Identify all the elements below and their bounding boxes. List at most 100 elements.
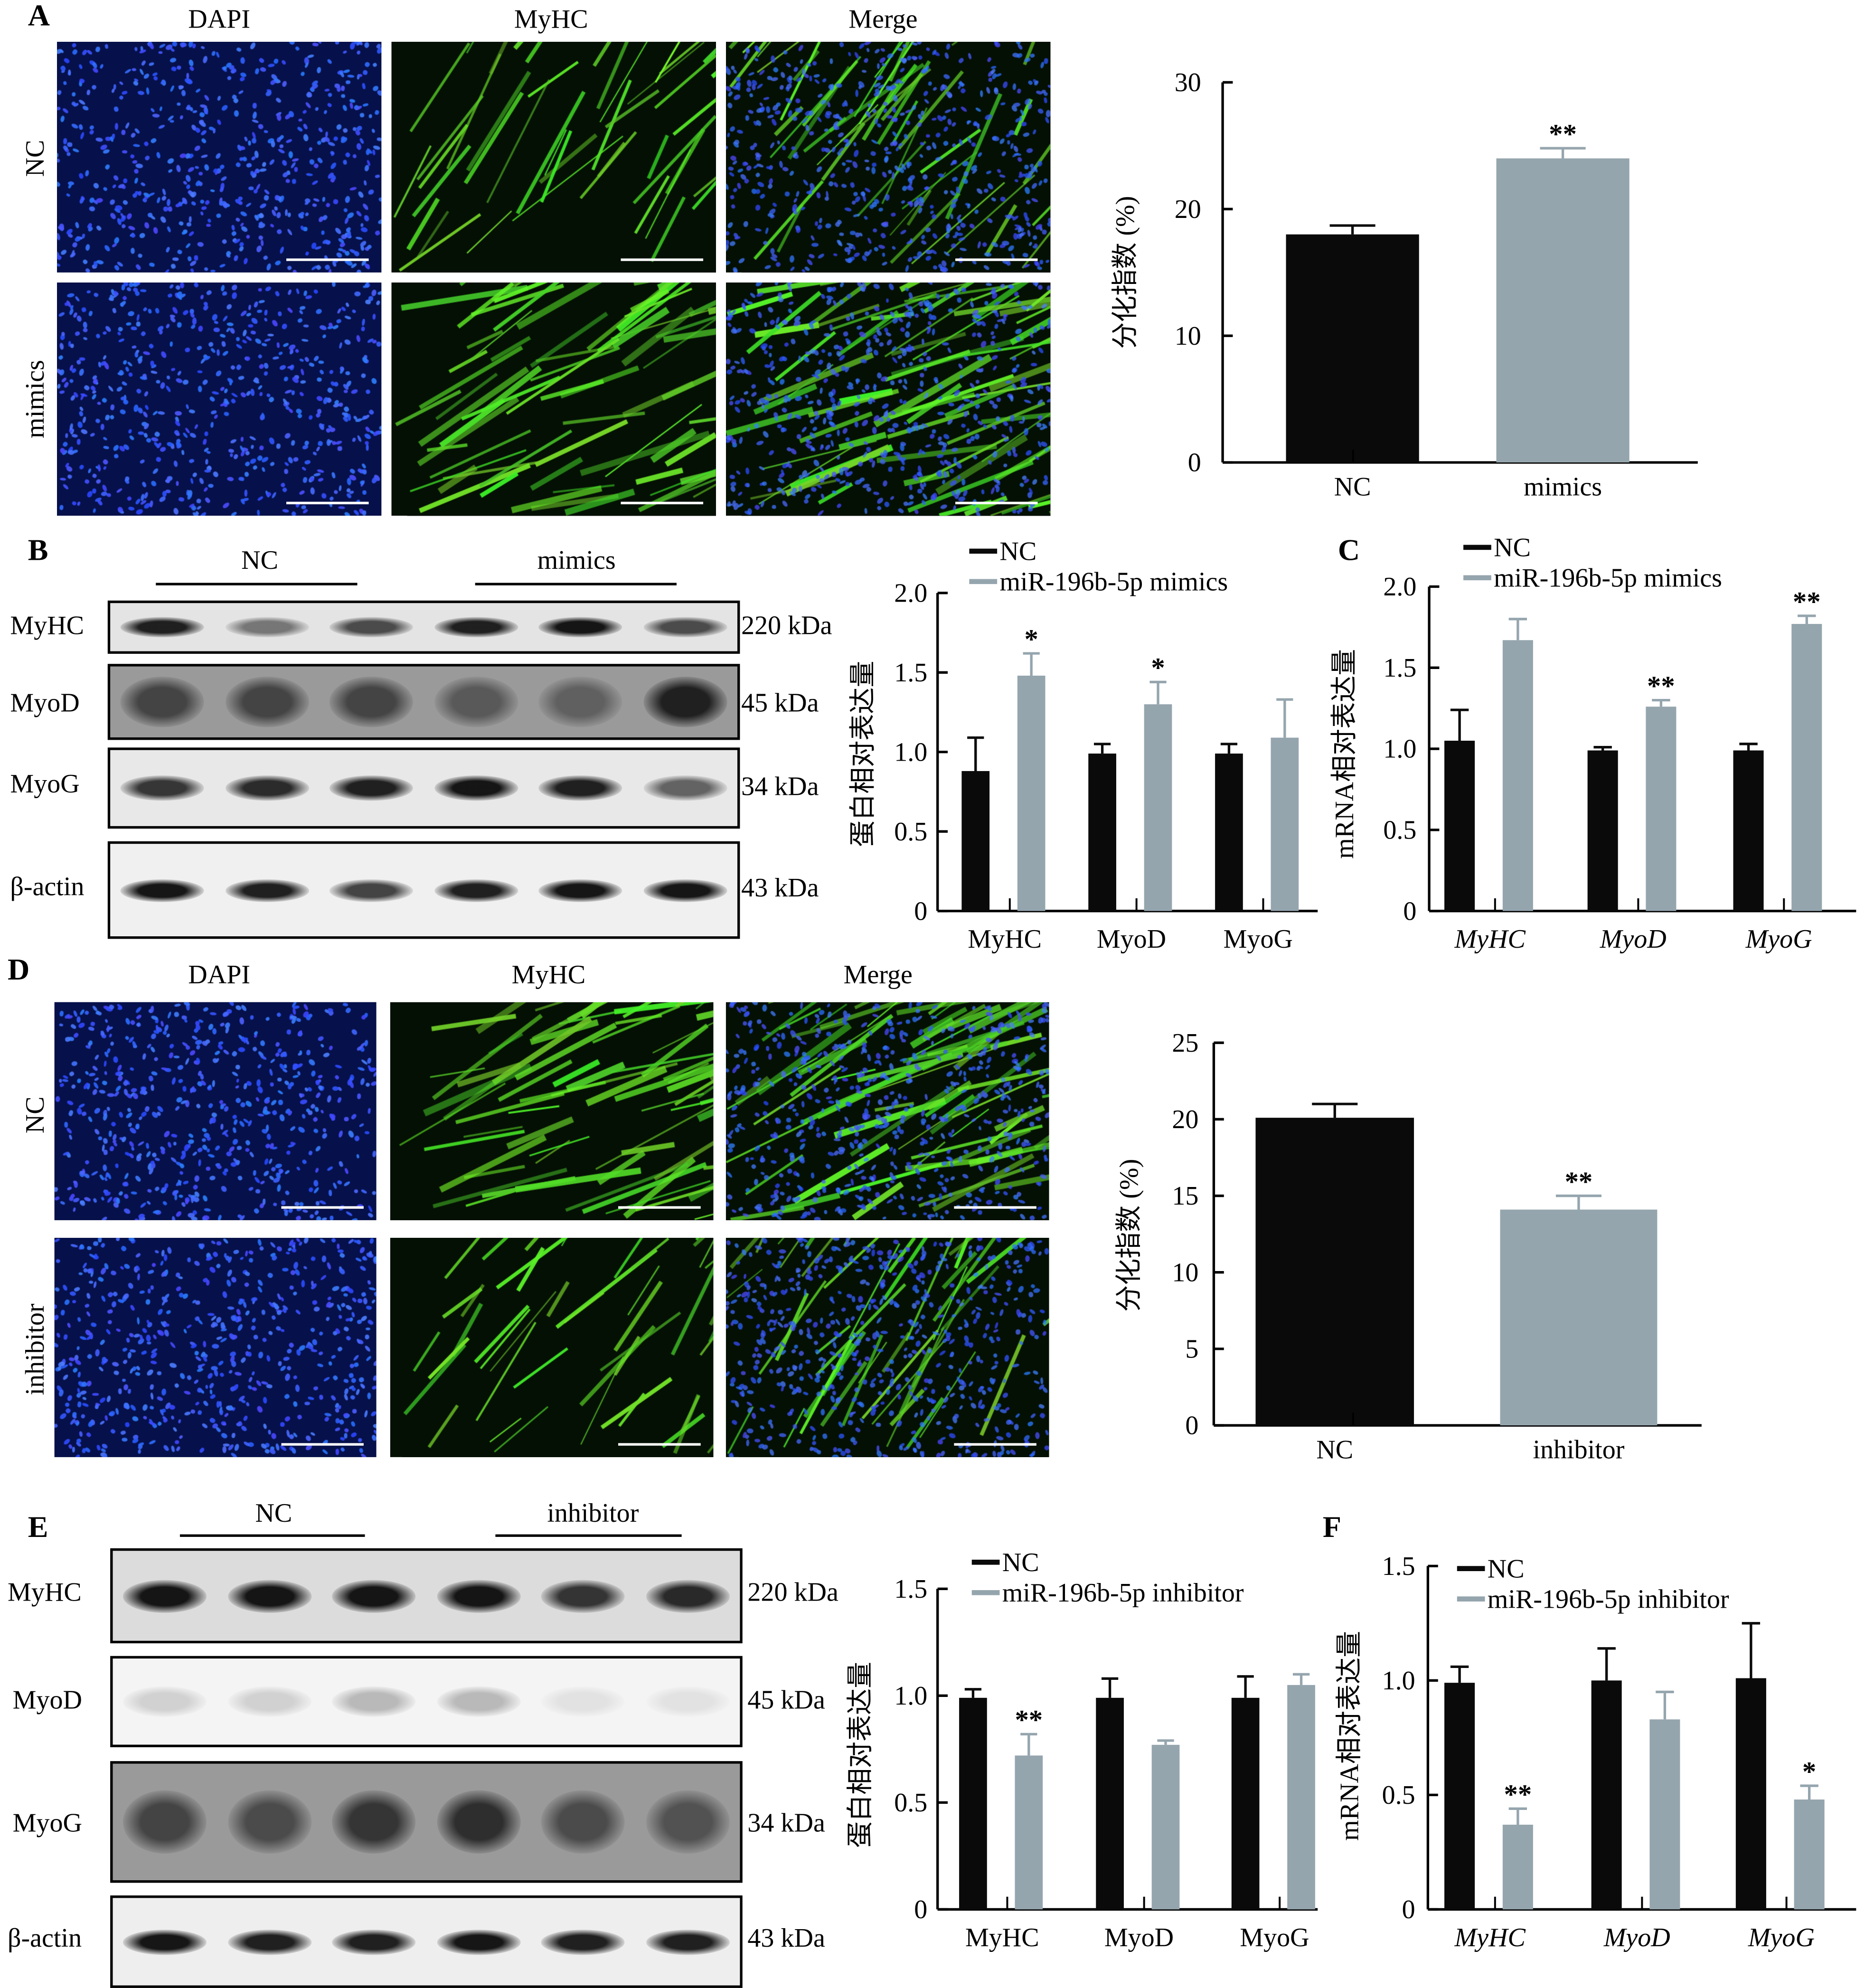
y-tick-label-f: 1.5 [1382,1552,1415,1581]
significance-e: ** [1015,1705,1043,1735]
blot-label-actin: β-actin [10,871,85,902]
y-axis-title-b: 蛋白相对表达量 [848,661,878,847]
group-line-nc [156,583,358,585]
panel-label-b: B [28,535,48,568]
blot-band [121,775,205,801]
column-header-merge: Merge [848,4,918,35]
scale-bar [955,258,1038,261]
blot-label-myhc-e: MyHC [8,1576,82,1607]
blot-band [121,878,205,902]
x-tick-label-b: MyoG [1224,924,1293,954]
panel-label-c: C [1338,535,1360,568]
bar-a-nc [1286,234,1419,463]
bar-f-myhc-treatment [1502,1825,1533,1910]
significance-f: ** [1504,1779,1532,1810]
bar-e-myhc-treatment [1015,1755,1043,1910]
column-header-dapi-d: DAPI [188,959,251,990]
bar-b-myod-treatment [1144,704,1172,911]
panel-label-d: D [8,954,30,987]
blot-size-myog: 34 kDa [741,771,819,801]
y-axis-title-c: mRNA相对表达量 [1330,649,1359,859]
blot-band [225,775,309,801]
bar-f-myhc-nc [1444,1683,1475,1910]
blot-label-myhc: MyHC [10,610,85,641]
y-tick-label-d: 10 [1172,1258,1198,1287]
blot-label-actin-e: β-actin [8,1922,82,1953]
y-tick-label-e: 1.5 [894,1574,927,1604]
bar-e-myod-nc [1096,1697,1124,1910]
x-tick-label-c: MyHC [1454,924,1526,954]
y-axis-title-f: mRNA相对表达量 [1335,1631,1365,1841]
y-tick-label-b: 0 [914,896,927,926]
scale-bar [286,501,369,505]
blot-band [225,617,309,638]
significance-b: * [1151,652,1165,683]
legend-label-b: NC [999,537,1036,566]
blot-band [646,1929,730,1955]
blot-band [646,1579,730,1612]
group-line-nc-e [179,1534,365,1537]
blot-band [541,1686,625,1717]
group-line-mimics [475,583,677,585]
bar-b-myog-treatment [1271,737,1299,911]
y-tick-label-f: 0.5 [1382,1781,1415,1810]
blot-band [434,617,518,638]
blot-band [227,1579,311,1612]
blot-e-myhc [110,1548,743,1644]
legend-label-e: miR-196b-5p inhibitor [1002,1578,1244,1608]
x-tick-label-d: inhibitor [1533,1435,1624,1464]
blot-band [538,676,622,727]
blot-band [330,878,414,902]
y-tick-label-a: 30 [1175,68,1201,97]
x-tick-label-e: MyHC [965,1923,1039,1952]
blot-band [538,878,622,902]
blot-band [225,676,309,727]
blot-band [332,1929,416,1955]
blot-b-myhc [107,600,740,654]
scale-bar [281,1443,364,1446]
blot-size-myod-e: 45 kDa [747,1684,825,1715]
scale-bar [621,258,704,261]
blot-band [123,1686,207,1717]
x-tick-label-f: MyoG [1748,1923,1815,1952]
legend-label-f: miR-196b-5p inhibitor [1488,1584,1729,1614]
x-tick-label-e: MyoD [1104,1923,1174,1952]
bar-b-myog-nc [1215,754,1243,911]
micrograph-a-nc-merge [726,42,1051,273]
y-tick-label-d: 20 [1172,1105,1198,1134]
blot-b-actin [107,841,740,939]
bar-f-myog-treatment [1794,1800,1825,1910]
micrograph-d-inhibitor-myhc [390,1238,714,1457]
blot-band [332,1790,416,1854]
micrograph-a-mimics-dapi [57,283,382,516]
blot-label-myod-e: MyoD [12,1684,83,1715]
micrograph-a-nc-dapi [57,42,382,273]
bar-f-myod-treatment [1649,1719,1680,1910]
micrograph-a-mimics-myhc [391,283,716,516]
y-tick-label-a: 20 [1175,195,1201,224]
x-tick-label-c: MyoG [1745,924,1812,954]
blot-band [332,1686,416,1717]
x-tick-label-b: MyoD [1097,924,1166,954]
blot-size-myhc: 220 kDa [741,610,832,641]
x-tick-label-f: MyHC [1454,1923,1526,1952]
scale-bar [954,1443,1036,1446]
x-tick-label-d: NC [1316,1435,1353,1464]
y-tick-label-f: 0 [1402,1895,1415,1924]
blot-label-myog: MyoG [10,768,80,799]
y-tick-label-e: 0.5 [894,1788,927,1818]
bar-a-mimics [1496,158,1630,463]
blot-band [436,1686,521,1717]
bar-e-myod-treatment [1151,1744,1180,1910]
significance-c: ** [1647,670,1675,701]
y-tick-label-b: 2.0 [894,579,927,608]
scale-bar [618,1443,701,1446]
group-header-nc-e: NC [255,1498,292,1528]
blot-band [121,676,205,727]
legend-label-f: NC [1488,1554,1525,1583]
panel-label-a: A [28,0,50,33]
y-tick-label-c: 1.5 [1383,653,1416,683]
bar-d-inhibitor [1500,1209,1658,1426]
y-tick-label-b: 0.5 [894,817,927,847]
